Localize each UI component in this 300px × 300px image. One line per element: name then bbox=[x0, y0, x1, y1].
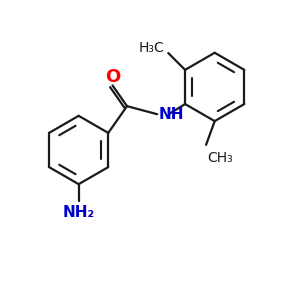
Text: CH₃: CH₃ bbox=[208, 152, 233, 165]
Text: NH: NH bbox=[159, 107, 184, 122]
Text: O: O bbox=[105, 68, 120, 86]
Text: H₃C: H₃C bbox=[139, 41, 165, 55]
Text: NH₂: NH₂ bbox=[63, 205, 95, 220]
